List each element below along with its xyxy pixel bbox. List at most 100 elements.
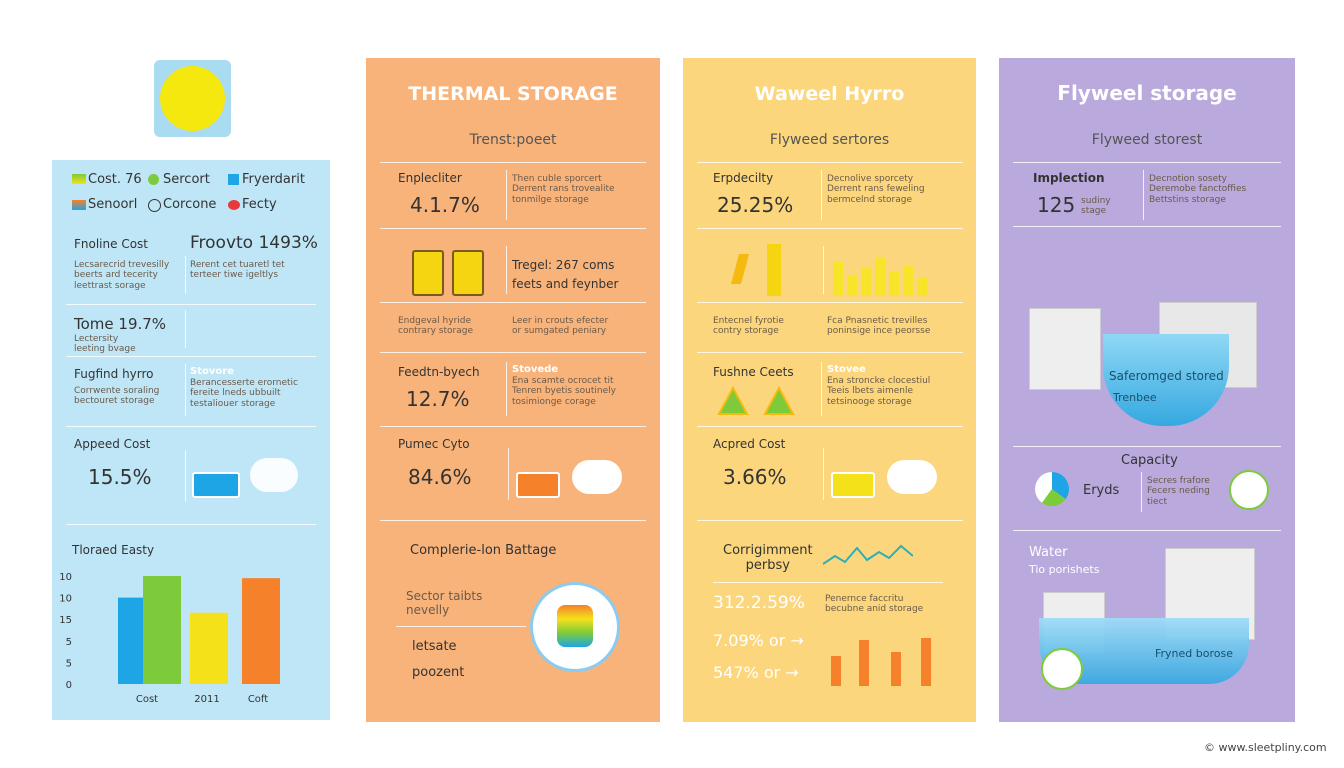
battery-icon xyxy=(516,472,560,498)
row-title: Stovede xyxy=(512,364,559,375)
tank-label: Saferomged stored xyxy=(1109,369,1224,383)
divider xyxy=(380,520,646,521)
row-unit: sudiny stage xyxy=(1081,196,1111,217)
divider xyxy=(66,524,316,525)
row-note: Penernce faccritu becubne anid storage xyxy=(825,594,924,615)
legend-item: Cost. 76 xyxy=(88,172,142,187)
deco-bar xyxy=(921,638,931,686)
check-icon xyxy=(1229,470,1269,510)
row-value: 125 xyxy=(1037,193,1076,217)
divider xyxy=(1013,162,1281,163)
stack xyxy=(557,605,593,647)
row-note: Endgeval hyride contrary storage xyxy=(398,316,473,337)
row-label: Tome 19.7% xyxy=(74,315,167,333)
legend-swatch xyxy=(148,199,161,212)
row-label: Fugfind hyrro xyxy=(74,367,154,381)
divider xyxy=(508,448,509,500)
divider xyxy=(697,520,963,521)
deco-bar xyxy=(903,266,913,296)
bolt-icon xyxy=(730,254,750,284)
panel-subtitle: Flyweed sertores xyxy=(769,132,890,148)
list-item: poozent xyxy=(412,665,465,680)
deco-bar xyxy=(917,278,927,296)
divider xyxy=(697,426,963,427)
sun-icon-tile xyxy=(154,60,231,137)
x-tick-label: Coft xyxy=(248,694,268,705)
y-tick-label: 0 xyxy=(66,680,72,691)
row-label: Erpdecilty xyxy=(713,171,774,185)
divider xyxy=(1141,472,1142,512)
row-note: Ena stroncke clocestiul Teeis lbets aime… xyxy=(827,376,931,407)
chart-title: Tloraed Easty xyxy=(72,543,155,557)
deco-bar xyxy=(859,640,869,686)
row-label: Appeed Cost xyxy=(74,437,151,451)
row-note: Decnotion sosety Deremobe fanctoffies Be… xyxy=(1149,174,1247,205)
divider xyxy=(506,362,507,416)
row-value: 547% or → xyxy=(713,663,799,682)
mini-bar-chart: 0 5 5 15 10 10 Cost 2011 Coft xyxy=(59,572,280,705)
row-note: Then cuble sporcert Derrent rans troveal… xyxy=(512,174,615,205)
row-label: Pumec Cyto xyxy=(398,437,470,451)
divider xyxy=(396,626,526,627)
pie-label: Eryds xyxy=(1083,483,1120,498)
divider xyxy=(66,356,316,357)
divider xyxy=(185,450,186,502)
panel-3: Waweel Hyrro Flyweed sertores Erpdecilty… xyxy=(683,58,976,722)
divider xyxy=(697,352,963,353)
row-label: Feedtn-byech xyxy=(398,365,480,379)
y-tick-label: 10 xyxy=(59,572,72,583)
row-note: Tio porishets xyxy=(1029,563,1100,576)
divider xyxy=(380,302,646,303)
divider xyxy=(713,582,943,583)
legend-item: Fryerdarit xyxy=(242,172,305,187)
deco-bar xyxy=(889,272,899,296)
row-note: Leer in crouts efecter or sumgated penia… xyxy=(512,316,609,337)
divider xyxy=(697,228,963,229)
battery-icon xyxy=(831,472,875,498)
panel-1: Cost. 76 Sercort Fryerdarit Senoorl Corc… xyxy=(52,160,330,720)
generator-box xyxy=(1029,308,1101,390)
triangle-icon xyxy=(763,385,795,415)
y-tick-label: 10 xyxy=(59,594,72,605)
row-label: Enplecliter xyxy=(398,171,462,185)
sun-icon xyxy=(160,66,225,131)
triangle-icon xyxy=(717,385,749,415)
bar xyxy=(143,576,181,684)
row-label: Acpred Cost xyxy=(713,437,786,451)
x-tick-label: Cost xyxy=(136,694,158,705)
deco-bar xyxy=(833,262,843,296)
row-value: 84.6% xyxy=(408,465,472,489)
divider xyxy=(380,228,646,229)
divider xyxy=(821,362,822,416)
row-value: 7.09% or → xyxy=(713,631,804,650)
row-label: Complerie-lon Battage xyxy=(410,543,557,558)
pie-icon xyxy=(1035,472,1069,506)
row-label: Fushne Ceets xyxy=(713,365,794,379)
footer: © www.sleetpliny.com xyxy=(1204,741,1327,754)
divider xyxy=(1013,530,1281,531)
row-label: Capacity xyxy=(1121,453,1178,468)
row-label: Corrigimment perbsy xyxy=(723,543,813,573)
divider xyxy=(380,426,646,427)
divider xyxy=(66,426,316,427)
phone-icon xyxy=(1041,648,1083,690)
row-value: 4.1.7% xyxy=(410,193,480,217)
legend-item: Corcone xyxy=(163,197,217,212)
y-tick-label: 5 xyxy=(66,637,72,648)
panel-subtitle: Flyweed storest xyxy=(1091,132,1203,148)
deco-bar xyxy=(847,276,857,296)
wave xyxy=(823,544,913,565)
divider xyxy=(823,246,824,294)
row-title: Stovee xyxy=(827,364,866,375)
divider xyxy=(697,162,963,163)
zz-icon xyxy=(412,250,444,296)
row-value: Froovto 1493% xyxy=(190,233,318,253)
row-label: Implection xyxy=(1033,171,1105,185)
row-title: Stovore xyxy=(190,366,234,377)
battery-stack-icon xyxy=(530,582,620,672)
y-tick-label: 15 xyxy=(59,615,72,626)
battery-icon xyxy=(192,472,240,498)
cloud-icon xyxy=(250,458,298,492)
divider xyxy=(506,246,507,294)
